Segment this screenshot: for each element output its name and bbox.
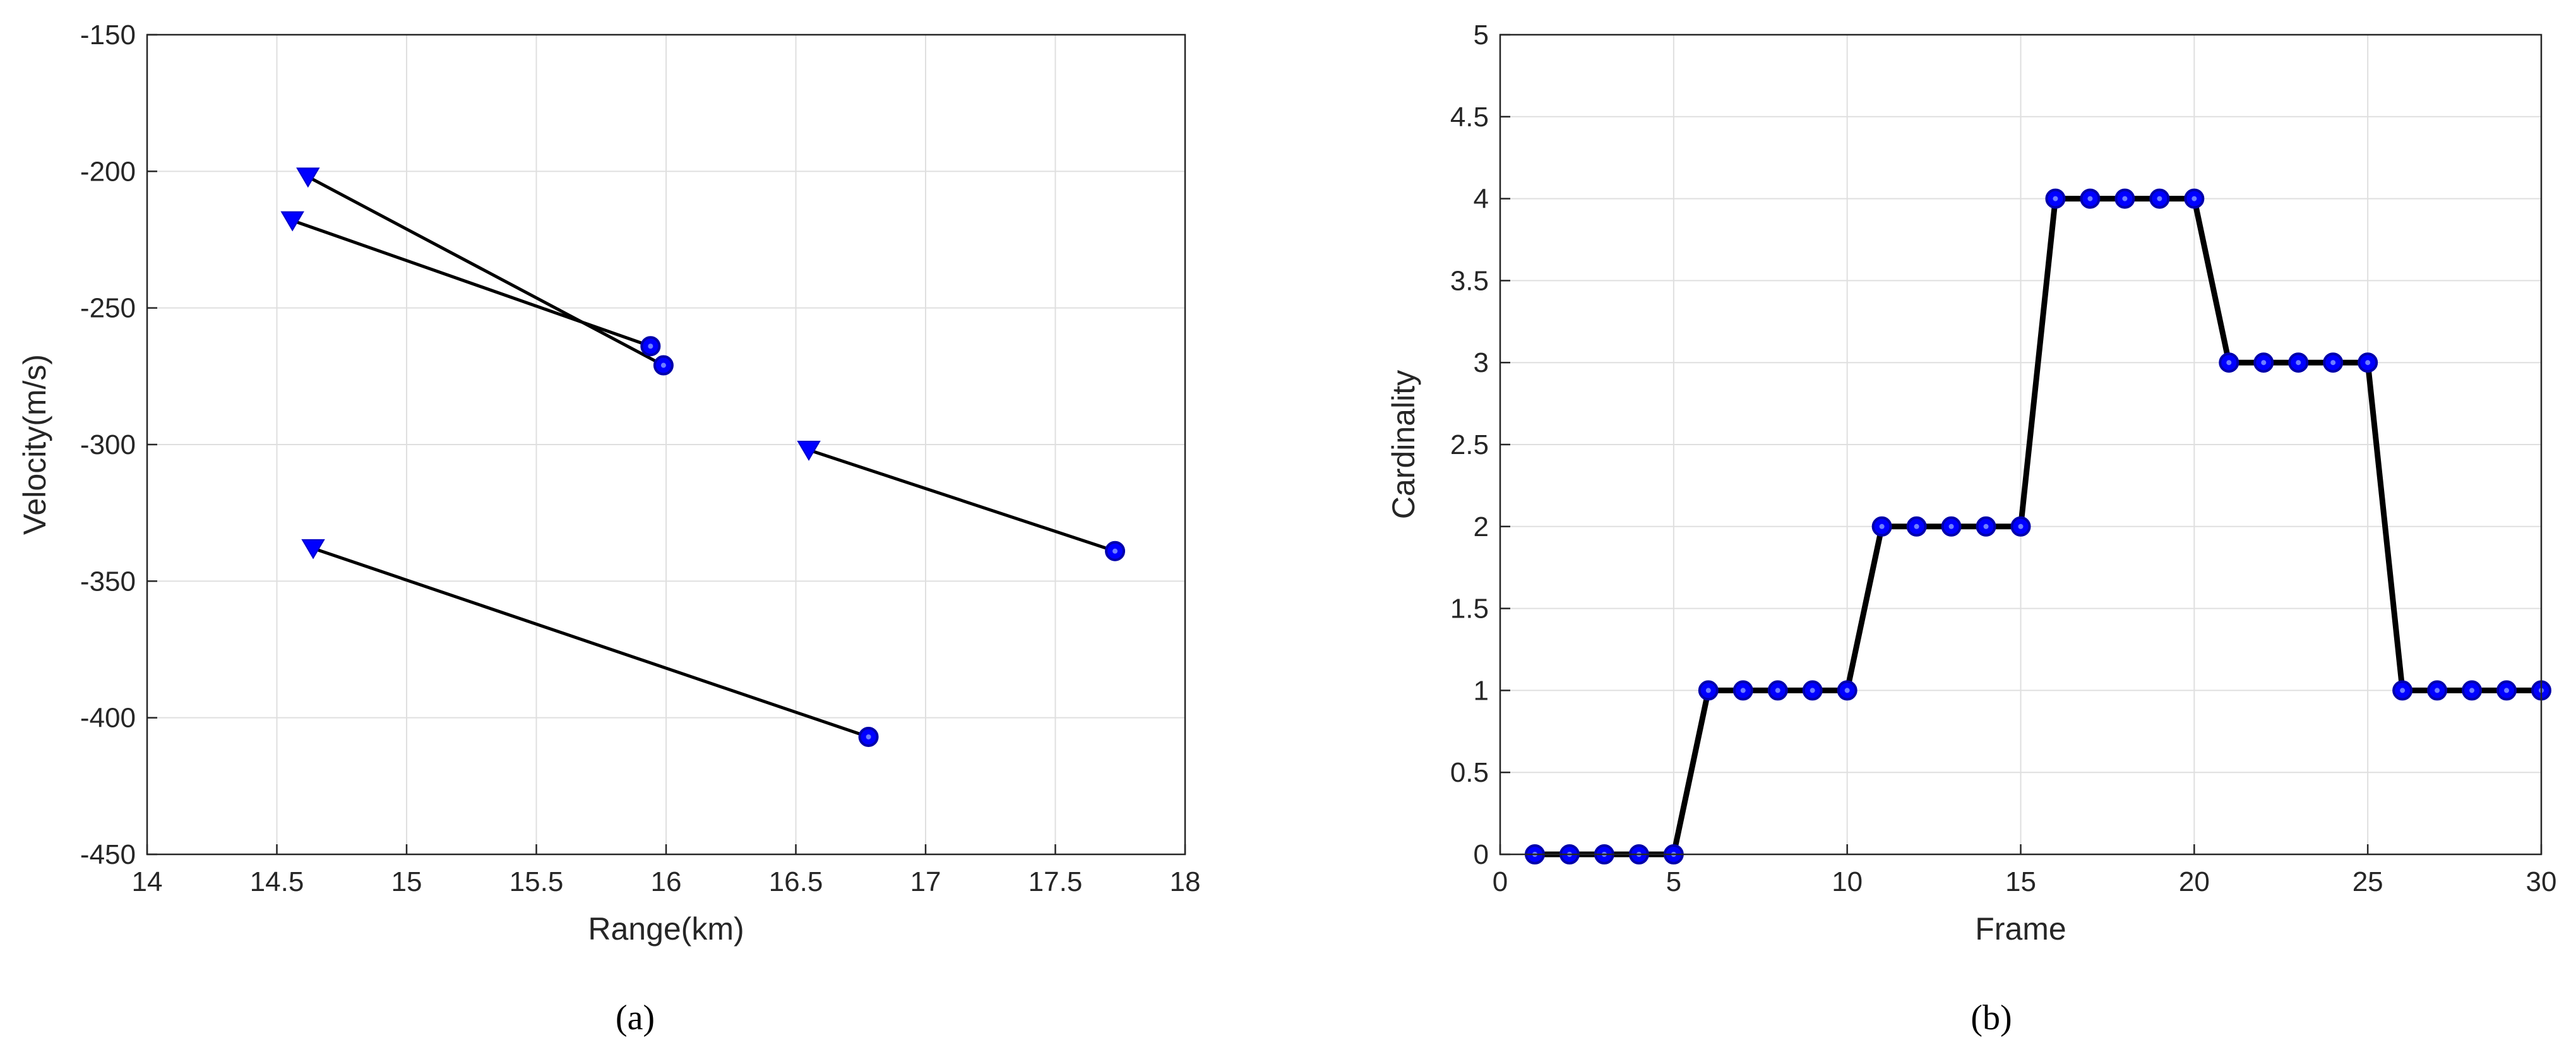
panel-a-marks: [280, 167, 1126, 747]
track-start-marker: [797, 441, 821, 461]
y-tick-label: 3.5: [1450, 265, 1489, 296]
y-tick-label: 5: [1474, 20, 1489, 51]
track-line: [307, 175, 665, 367]
y-tick-label: 2: [1474, 511, 1489, 542]
cardinality-point-center: [1705, 688, 1711, 693]
cardinality-point-center: [2018, 523, 2024, 529]
track-end-marker-center: [660, 362, 666, 368]
panel-a-ticks: 14 14.5 15 15.5 16 16.5 17 17.5 18 -450 -400 -350 -3…: [80, 20, 1201, 897]
panel-a-range-velocity: 14 14.5 15 15.5 16 16.5 17 17.5 18 -450 -400 -350 -3…: [17, 20, 1200, 947]
y-tick-label: -400: [80, 703, 136, 734]
panel-a-y-axis-label: Velocity(m/s): [17, 354, 52, 535]
cardinality-point-center: [2400, 688, 2406, 693]
x-tick-label: 16.5: [769, 866, 823, 897]
track-start-marker: [296, 167, 320, 188]
cardinality-point-center: [1914, 523, 1919, 529]
panel-a-plot-frame: [146, 33, 1186, 856]
track-start-marker: [301, 539, 325, 559]
x-tick-label: 15: [391, 866, 422, 897]
cardinality-point-center: [1775, 688, 1780, 693]
cardinality-point-center: [1879, 523, 1885, 529]
track-end-marker-center: [1112, 548, 1118, 554]
cardinality-point-center: [1983, 523, 1989, 529]
y-tick-label: 4.5: [1450, 102, 1489, 133]
cardinality-point-center: [2365, 360, 2371, 366]
y-tick-label: 1.5: [1450, 594, 1489, 625]
track-end-marker-center: [866, 734, 871, 739]
y-tick-label: -150: [80, 20, 136, 51]
y-tick-label: 0.5: [1450, 757, 1489, 788]
track-line: [808, 448, 1116, 553]
x-tick-label: 17.5: [1029, 866, 1083, 897]
panel-b-grid: [1500, 34, 2542, 855]
panel-a-grid: [146, 34, 1186, 855]
x-tick-label: 0: [1493, 866, 1508, 897]
y-tick-label: 3: [1474, 347, 1489, 378]
x-tick-label: 25: [2352, 866, 2383, 897]
cardinality-point-center: [2122, 196, 2128, 201]
x-tick-label: 14: [132, 866, 163, 897]
cardinality-point-center: [2157, 196, 2162, 201]
cardinality-point-center: [1740, 688, 1746, 693]
y-tick-label: -350: [80, 566, 136, 597]
track-start-marker: [280, 211, 304, 232]
y-tick-label: 0: [1474, 839, 1489, 870]
cardinality-point-center: [1948, 523, 1954, 529]
track-end-marker-center: [648, 344, 653, 349]
y-tick-label: 1: [1474, 675, 1489, 706]
caption-b: (b): [1971, 998, 2012, 1037]
track-line: [292, 218, 652, 348]
cardinality-point-center: [2330, 360, 2336, 366]
x-tick-label: 18: [1170, 866, 1201, 897]
y-tick-label: -250: [80, 293, 136, 324]
cardinality-point-center: [1810, 688, 1815, 693]
cardinality-line: [1534, 196, 2541, 858]
x-tick-label: 17: [910, 866, 941, 897]
y-tick-label: -200: [80, 156, 136, 187]
panel-b-ticks: 0 5 10 15 20 25 30 0 0.5 1 1.5 2 2.5 3 3.5 4 4.5 5: [1450, 20, 2557, 897]
cardinality-point-center: [1844, 688, 1850, 693]
cardinality-point-center: [2504, 688, 2510, 693]
cardinality-point-center: [2087, 196, 2093, 201]
cardinality-point-center: [2226, 360, 2232, 366]
panel-a-x-axis-label: Range(km): [588, 911, 744, 947]
panel-b-x-axis-label: Frame: [1975, 911, 2066, 947]
x-tick-label: 15.5: [510, 866, 564, 897]
cardinality-point-center: [2053, 196, 2058, 201]
y-tick-label: -450: [80, 839, 136, 870]
x-tick-label: 16: [651, 866, 682, 897]
y-tick-label: 4: [1474, 184, 1489, 215]
x-tick-label: 10: [1832, 866, 1863, 897]
x-tick-label: 30: [2526, 866, 2557, 897]
panel-b-plot-frame: [1499, 33, 2543, 856]
x-tick-label: 15: [2005, 866, 2036, 897]
cardinality-point-center: [2296, 360, 2301, 366]
y-tick-label: -300: [80, 429, 136, 460]
cardinality-point-center: [2469, 688, 2475, 693]
caption-a: (a): [616, 998, 655, 1037]
cardinality-point-center: [2435, 688, 2440, 693]
y-tick-label: 2.5: [1450, 429, 1489, 460]
cardinality-point-center: [2191, 196, 2197, 201]
x-tick-label: 5: [1666, 866, 1681, 897]
x-tick-label: 14.5: [250, 866, 304, 897]
track-line: [313, 547, 869, 739]
cardinality-point-center: [2261, 360, 2267, 366]
panel-b-y-axis-label: Cardinality: [1386, 370, 1421, 519]
x-tick-label: 20: [2179, 866, 2210, 897]
